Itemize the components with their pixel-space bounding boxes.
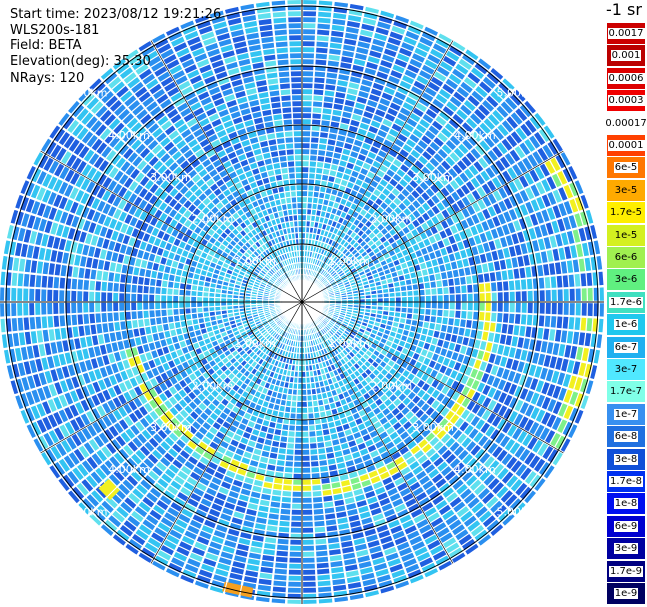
colorbar-tick-25: 1e-9 — [607, 583, 645, 604]
range-ring-label: 1.00km — [234, 255, 276, 268]
colorbar-tick-5: 0.0001 — [607, 135, 645, 156]
range-ring-label: 2.00km — [371, 213, 413, 226]
colorbar-tick-9: 1e-5 — [607, 224, 645, 246]
colorbar-tick-16: 1.7e-7 — [607, 381, 645, 403]
cell-group — [0, 0, 604, 604]
range-ring-label: 4.00km — [454, 129, 496, 142]
range-ring-label: 5.00km — [497, 505, 539, 518]
range-ring-label: 2.00km — [192, 379, 234, 392]
field-label: Field: BETA — [10, 38, 82, 53]
colorbar-tick-4: 0.00017 — [605, 112, 647, 134]
range-rings — [5, 5, 599, 599]
colorbar-tick-3: 0.0003 — [607, 90, 645, 112]
colorbar-tick-20: 1.7e-8 — [607, 471, 645, 492]
colorbar-tick-0: 0.0017 — [607, 23, 645, 44]
range-ring-label: 4.00km — [454, 463, 496, 476]
colorbar-tick-21: 1e-8 — [607, 493, 645, 515]
range-ring-label: 1.00km — [328, 337, 370, 350]
ray-lines — [0, 0, 604, 604]
colorbar-tick-15: 3e-7 — [607, 359, 645, 380]
nrays-label: NRays: 120 — [10, 71, 85, 86]
range-ring-label: 3.00km — [412, 171, 454, 184]
colorbar-tick-8: 1.7e-5 — [607, 202, 645, 224]
start-time-label: Start time: 2023/08/12 19:21:26 — [10, 7, 222, 22]
colorbar-tick-18: 6e-8 — [607, 426, 645, 448]
colorbar-tick-12: 1.7e-6 — [607, 291, 645, 313]
range-ring-label: 3.00km — [412, 421, 454, 434]
colorbar-tick-6: 6e-5 — [607, 157, 645, 179]
colorbar-tick-17: 1e-7 — [607, 403, 645, 425]
colorbar-tick-24: 1.7e-9 — [607, 560, 645, 582]
elevation-label: Elevation(deg): 35.30 — [10, 54, 151, 69]
colorbar-tick-2: 0.0006 — [607, 67, 645, 89]
range-ring-1 — [243, 243, 361, 361]
colorbar-tick-1: 0.001 — [607, 45, 645, 67]
range-ring-label: 2.00km — [192, 213, 234, 226]
colorbar-tick-13: 1e-6 — [607, 314, 645, 336]
range-ring-2 — [183, 183, 421, 421]
range-ring-label: 1.00km — [234, 337, 276, 350]
range-ring-label: 5.00km — [497, 87, 539, 100]
cell-group — [222, 581, 254, 598]
axis-lines — [0, 0, 604, 604]
range-ring-label: 4.00km — [108, 129, 150, 142]
colorbar-tick-14: 6e-7 — [607, 336, 645, 358]
range-ring-label: 2.00km — [371, 379, 413, 392]
range-ring-label: 4.00km — [108, 463, 150, 476]
colorbar-tick-23: 3e-9 — [607, 538, 645, 560]
range-ring-label: 3.00km — [150, 171, 192, 184]
instrument-label: WLS200s-181 — [10, 23, 100, 38]
range-ring-4 — [65, 65, 539, 539]
colorbar-tick-19: 3e-8 — [607, 448, 645, 470]
radar-cells — [0, 0, 604, 604]
range-ring-label: 5.00km — [66, 87, 108, 100]
colorbar-tick-10: 6e-6 — [607, 247, 645, 268]
range-ring-label: 1.00km — [328, 255, 370, 268]
colorbar-tick-7: 3e-5 — [607, 179, 645, 201]
colorbar-tick-22: 6e-9 — [607, 515, 645, 537]
range-ring-5 — [5, 5, 599, 599]
range-ring-labels: 1.00km 1.00km 1.00km 1.00km 2.00km 2.00km 2.00… — [66, 87, 538, 519]
range-ring-label: 5.00km — [66, 505, 108, 518]
colorbar-tick-11: 3e-6 — [607, 269, 645, 291]
colorbar-unit-label: -1 sr — [606, 0, 642, 19]
range-ring-3 — [124, 124, 480, 480]
range-ring-label: 3.00km — [150, 421, 192, 434]
